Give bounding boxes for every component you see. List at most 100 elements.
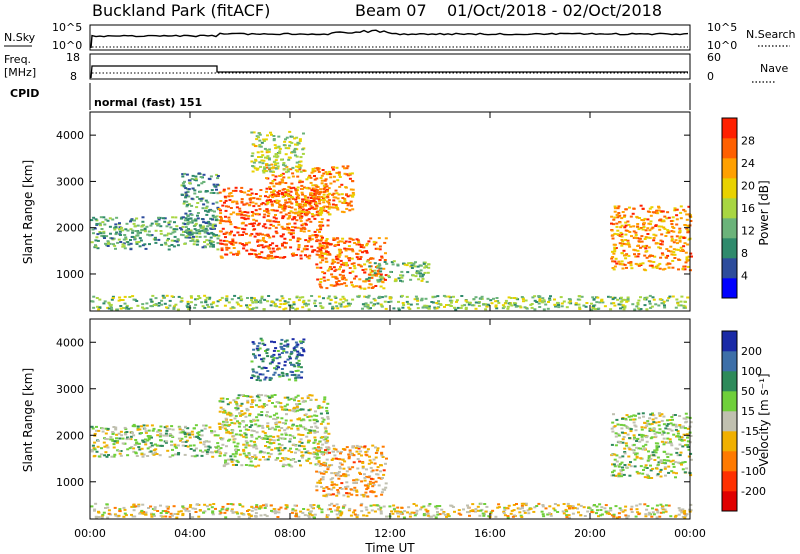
power-echo [260, 251, 264, 254]
power-echo [269, 304, 273, 307]
velocity-echo [121, 442, 125, 445]
power-echo [611, 234, 615, 237]
velocity-echo [335, 503, 339, 506]
power-echo [338, 252, 342, 255]
velocity-echo [310, 394, 314, 397]
velocity-echo [238, 453, 242, 456]
velocity-echo [379, 506, 383, 509]
power-echo [204, 199, 208, 202]
power-echo [319, 281, 323, 283]
power-echo [288, 214, 292, 217]
power-echo [307, 229, 311, 232]
power-echo [294, 189, 298, 192]
power-echo [275, 199, 279, 202]
freq-trace [90, 65, 688, 79]
velocity-echo [361, 465, 365, 468]
power-echo [308, 187, 312, 190]
power-echo [340, 276, 344, 279]
velocity-echo [319, 463, 323, 465]
velocity-echo [143, 427, 147, 430]
power-echo [679, 211, 683, 214]
velocity-echo [156, 510, 160, 512]
power-echo [406, 302, 410, 305]
power-echo [617, 303, 621, 306]
power-echo [647, 222, 651, 225]
velocity-echo [258, 347, 262, 350]
velocity-echo [306, 514, 310, 517]
velocity-echo [224, 420, 228, 423]
velocity-echo [244, 395, 248, 397]
velocity-echo [343, 460, 347, 463]
velocity-echo [117, 450, 121, 452]
power-echo [600, 298, 604, 301]
power-echo [610, 257, 614, 260]
velocity-echo [307, 452, 311, 454]
power-echo [290, 206, 294, 209]
velocity-echo [131, 431, 134, 434]
velocity-echo [662, 450, 666, 453]
power-echo [280, 191, 284, 194]
power-echo [287, 147, 291, 150]
power-echo [598, 301, 602, 304]
velocity-echo [331, 493, 335, 496]
power-echo [613, 207, 617, 210]
velocity-echo [210, 506, 214, 509]
power-echo [307, 208, 311, 211]
power-echo [201, 227, 205, 230]
velocity-echo [315, 452, 319, 455]
velocity-echo [237, 425, 241, 428]
power-echo [250, 299, 254, 302]
power-echo [200, 182, 204, 185]
power-echo [346, 302, 350, 305]
velocity-echo [170, 440, 174, 443]
velocity-echo [325, 436, 329, 439]
power-echo [676, 302, 680, 305]
power-echo [417, 278, 421, 281]
velocity-echo [617, 440, 621, 443]
power-echo [437, 300, 440, 303]
velocity-echo [254, 512, 258, 515]
velocity-echo [327, 493, 331, 496]
velocity-echo [665, 441, 668, 444]
velocity-echo [297, 400, 301, 402]
power-echo [369, 268, 373, 271]
power-echo [262, 138, 266, 141]
velocity-echo [624, 505, 628, 508]
velocity-echo [371, 485, 375, 488]
velocity-echo [614, 505, 618, 508]
power-echo [157, 216, 160, 219]
power-echo [151, 294, 155, 297]
power-echo [636, 263, 640, 266]
power-echo [383, 261, 387, 263]
velocity-echo [264, 505, 268, 507]
velocity-echo [162, 434, 166, 437]
power-echo [371, 304, 375, 307]
velocity-echo [244, 440, 248, 443]
velocity-echo [294, 512, 298, 515]
power-echo [455, 299, 459, 302]
power-echo [272, 216, 276, 219]
power-echo [329, 299, 333, 301]
power-colorbar-swatch [722, 138, 737, 159]
power-echo [375, 274, 379, 277]
velocity-echo [624, 417, 628, 420]
velocity-echo [114, 426, 118, 429]
power-echo [616, 216, 620, 219]
velocity-echo [222, 411, 226, 414]
power-echo [114, 233, 118, 236]
power-echo [148, 234, 151, 237]
velocity-echo [622, 473, 626, 476]
power-echo [622, 308, 626, 311]
power-echo [407, 306, 411, 309]
power-echo [624, 229, 628, 232]
velocity-echo [113, 513, 117, 516]
velocity-echo [537, 502, 541, 505]
power-echo [274, 159, 278, 162]
velocity-echo [140, 453, 144, 456]
velocity-echo [627, 455, 631, 458]
power-echo [264, 226, 268, 229]
velocity-echo [255, 404, 258, 407]
velocity-echo [211, 511, 215, 514]
power-echo [292, 301, 296, 304]
power-echo [296, 175, 300, 178]
